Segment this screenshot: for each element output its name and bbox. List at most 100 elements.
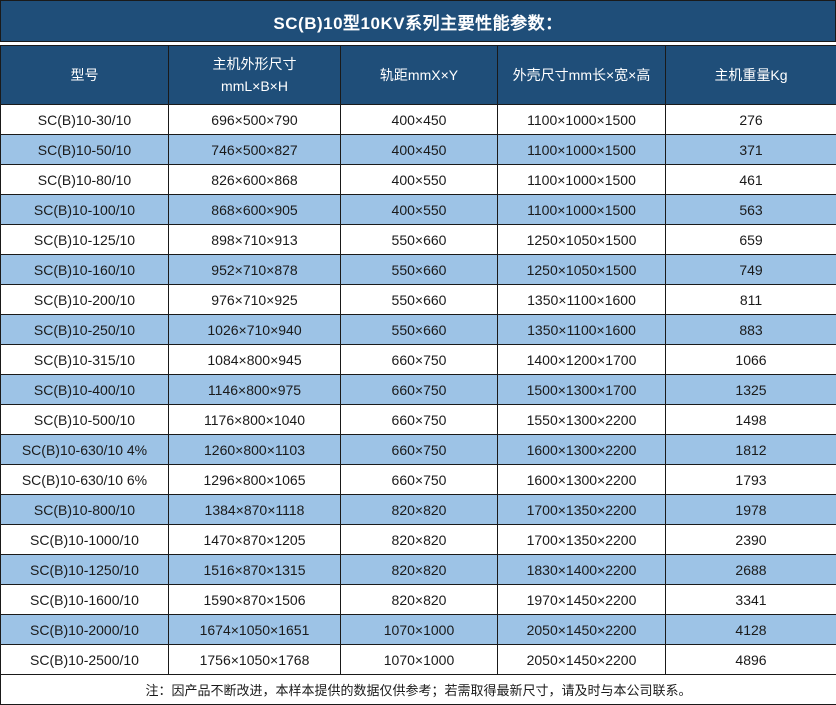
table-cell: 1550×1300×2200	[497, 404, 666, 435]
table-cell: SC(B)10-1600/10	[0, 584, 169, 615]
table-cell: 1066	[665, 344, 836, 375]
header-cell-model: 型号	[0, 45, 169, 105]
table-cell: 276	[665, 104, 836, 135]
table-cell: 2688	[665, 554, 836, 585]
note-cell: 注：因产品不断改进，本样本提供的数据仅供参考；若需取得最新尺寸，请及时与本公司联…	[0, 674, 836, 705]
table-cell: 1700×1350×2200	[497, 524, 666, 555]
table-cell: 1600×1300×2200	[497, 434, 666, 465]
table-cell: 563	[665, 194, 836, 225]
table-row: SC(B)10-315/10 1084×800×945 660×750 1400×12…	[0, 344, 836, 375]
table-cell: 660×750	[340, 374, 498, 405]
table-cell: SC(B)10-630/10 4%	[0, 434, 169, 465]
table-row: SC(B)10-160/10 952×710×878 550×660 1250×105…	[0, 254, 836, 285]
table-cell: 550×660	[340, 224, 498, 255]
table-row: SC(B)10-800/10 1384×870×1118 820×820 1700×1…	[0, 494, 836, 525]
table-cell: 1070×1000	[340, 614, 498, 645]
table-cell: 746×500×827	[168, 134, 341, 165]
table-row: SC(B)10-400/10 1146×800×975 660×750 1500×13…	[0, 374, 836, 405]
header-cell-dimensions: 主机外形尺寸 mmL×B×H	[168, 45, 341, 105]
table-cell: 820×820	[340, 494, 498, 525]
table-cell: 660×750	[340, 404, 498, 435]
table-cell: 400×550	[340, 194, 498, 225]
table-cell: 1250×1050×1500	[497, 224, 666, 255]
table-cell: SC(B)10-2500/10	[0, 644, 169, 675]
table-cell: 1100×1000×1500	[497, 134, 666, 165]
table-body: SC(B)10-30/10 696×500×790 400×450 1100×1000…	[0, 104, 836, 675]
table-cell: SC(B)10-800/10	[0, 494, 169, 525]
table-cell: 1812	[665, 434, 836, 465]
table-cell: 1350×1100×1600	[497, 284, 666, 315]
table-cell: 1590×870×1506	[168, 584, 341, 615]
table-cell: 4128	[665, 614, 836, 645]
table-row: SC(B)10-1600/10 1590×870×1506 820×820 1970×…	[0, 584, 836, 615]
table-cell: SC(B)10-1000/10	[0, 524, 169, 555]
table-cell: 868×600×905	[168, 194, 341, 225]
table-cell: SC(B)10-2000/10	[0, 614, 169, 645]
table-row: SC(B)10-1000/10 1470×870×1205 820×820 1700×…	[0, 524, 836, 555]
title-divider	[0, 42, 836, 45]
table-cell: 1400×1200×1700	[497, 344, 666, 375]
table-cell: SC(B)10-1250/10	[0, 554, 169, 585]
table-cell: 749	[665, 254, 836, 285]
table-cell: 1100×1000×1500	[497, 104, 666, 135]
table-cell: 1793	[665, 464, 836, 495]
table-cell: 1084×800×945	[168, 344, 341, 375]
table-cell: 461	[665, 164, 836, 195]
table-row: SC(B)10-80/10 826×600×868 400×550 1100×1000…	[0, 164, 836, 195]
header-cell-shell-size: 外壳尺寸mm长×宽×高	[497, 45, 666, 105]
table-cell: 1384×870×1118	[168, 494, 341, 525]
table-row: SC(B)10-2500/10 1756×1050×1768 1070×1000 20…	[0, 644, 836, 675]
table-cell: SC(B)10-315/10	[0, 344, 169, 375]
table-cell: 1470×870×1205	[168, 524, 341, 555]
table-cell: 1325	[665, 374, 836, 405]
table-row: SC(B)10-500/10 1176×800×1040 660×750 1550×1…	[0, 404, 836, 435]
table-cell: 1350×1100×1600	[497, 314, 666, 345]
table-cell: 952×710×878	[168, 254, 341, 285]
table-cell: 660×750	[340, 464, 498, 495]
table-row: SC(B)10-250/10 1026×710×940 550×660 1350×11…	[0, 314, 836, 345]
table-cell: SC(B)10-125/10	[0, 224, 169, 255]
table-cell: SC(B)10-80/10	[0, 164, 169, 195]
table-cell: SC(B)10-630/10 6%	[0, 464, 169, 495]
table-cell: 660×750	[340, 434, 498, 465]
table-cell: 1600×1300×2200	[497, 464, 666, 495]
table-cell: 1978	[665, 494, 836, 525]
table-row: SC(B)10-30/10 696×500×790 400×450 1100×1000…	[0, 104, 836, 135]
table-cell: 1756×1050×1768	[168, 644, 341, 675]
table-cell: 400×450	[340, 104, 498, 135]
table-row: SC(B)10-200/10 976×710×925 550×660 1350×110…	[0, 284, 836, 315]
table-cell: 3341	[665, 584, 836, 615]
table-cell: 4896	[665, 644, 836, 675]
table-cell: 820×820	[340, 524, 498, 555]
table-cell: 550×660	[340, 314, 498, 345]
table-cell: 400×450	[340, 134, 498, 165]
table-cell: 1516×870×1315	[168, 554, 341, 585]
header-row: 型号 主机外形尺寸 mmL×B×H 轨距mmX×Y 外壳尺寸mm长×宽×高 主机…	[0, 45, 836, 105]
table-cell: 826×600×868	[168, 164, 341, 195]
table-row: SC(B)10-1250/10 1516×870×1315 820×820 1830×…	[0, 554, 836, 585]
table-cell: 550×660	[340, 254, 498, 285]
table-cell: SC(B)10-30/10	[0, 104, 169, 135]
table-cell: SC(B)10-400/10	[0, 374, 169, 405]
table-cell: SC(B)10-100/10	[0, 194, 169, 225]
table-cell: 1250×1050×1500	[497, 254, 666, 285]
table-cell: 811	[665, 284, 836, 315]
table-row: SC(B)10-125/10 898×710×913 550×660 1250×105…	[0, 224, 836, 255]
table-cell: 1176×800×1040	[168, 404, 341, 435]
note-row: 注：因产品不断改进，本样本提供的数据仅供参考；若需取得最新尺寸，请及时与本公司联…	[0, 674, 836, 705]
header-cell-rail-gauge: 轨距mmX×Y	[340, 45, 498, 105]
table-cell: 2390	[665, 524, 836, 555]
table-cell: SC(B)10-160/10	[0, 254, 169, 285]
table-cell: 1296×800×1065	[168, 464, 341, 495]
table-cell: 883	[665, 314, 836, 345]
table-cell: 371	[665, 134, 836, 165]
table-cell: 1146×800×975	[168, 374, 341, 405]
table-cell: 696×500×790	[168, 104, 341, 135]
table-row: SC(B)10-630/10 4% 1260×800×1103 660×750 160…	[0, 434, 836, 465]
header-cell-weight: 主机重量Kg	[665, 45, 836, 105]
page-title: SC(B)10型10KV系列主要性能参数：	[0, 0, 836, 42]
table-cell: 550×660	[340, 284, 498, 315]
table-cell: 1100×1000×1500	[497, 164, 666, 195]
table-cell: 1100×1000×1500	[497, 194, 666, 225]
